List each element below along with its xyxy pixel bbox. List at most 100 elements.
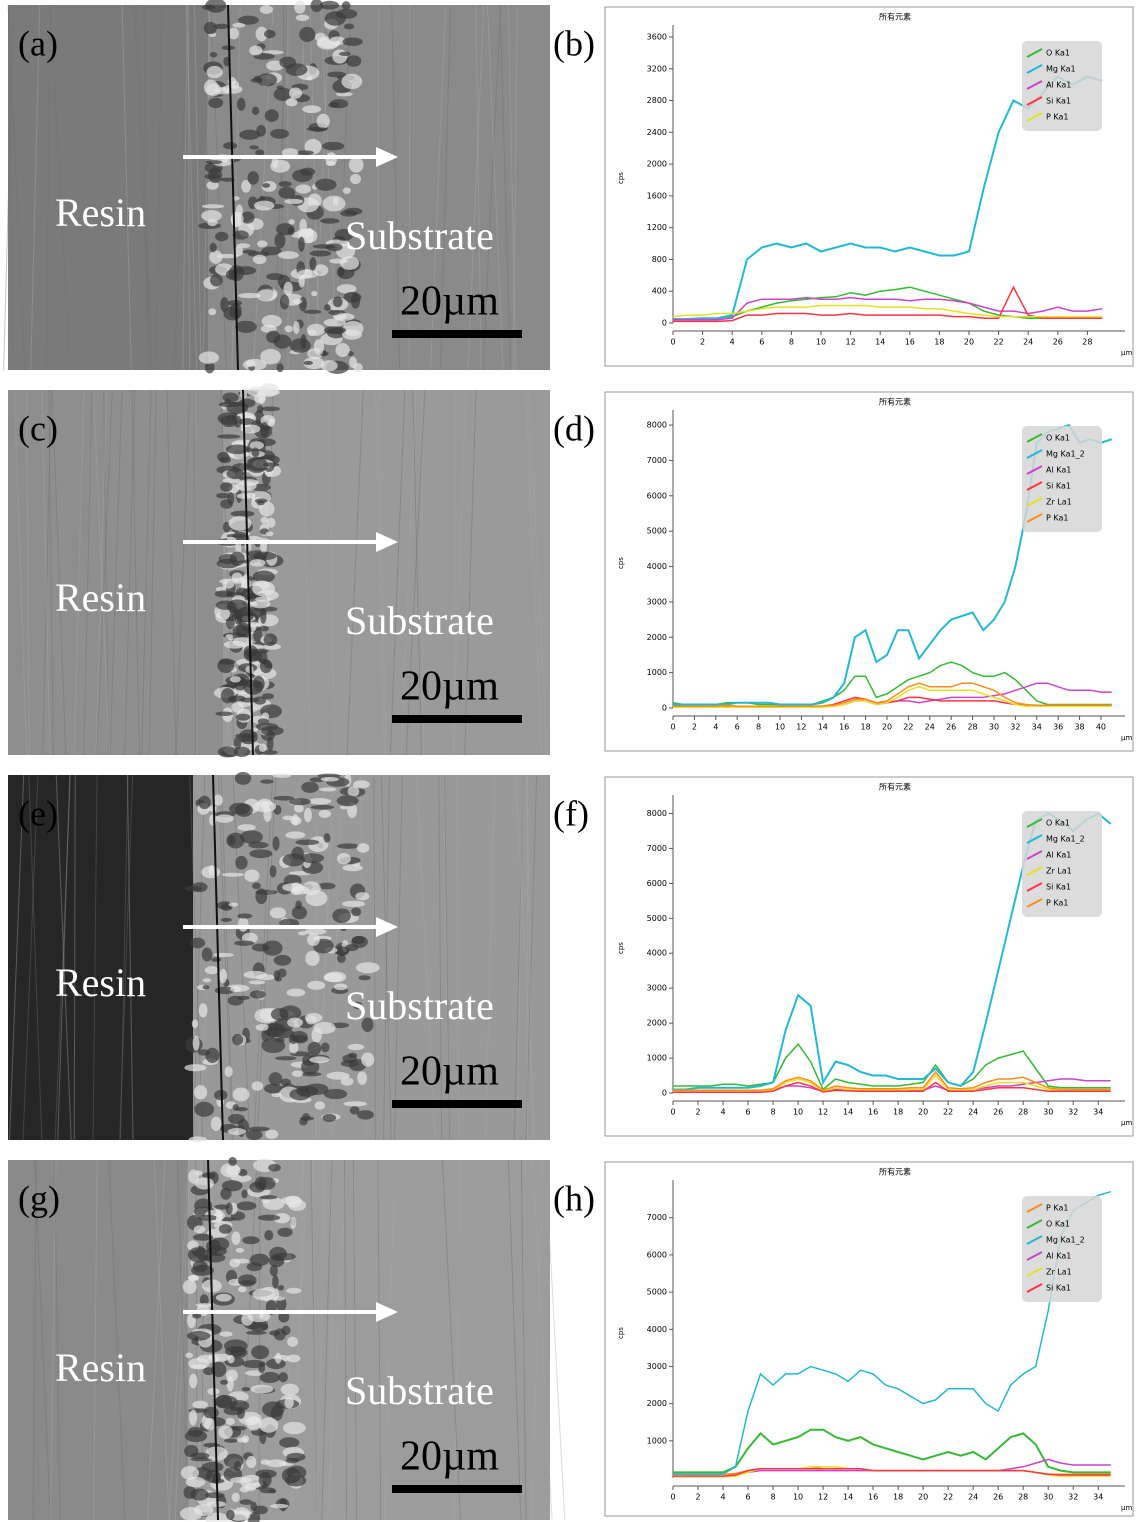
x-tick-label: 14	[843, 1493, 853, 1502]
interface-texture	[323, 833, 330, 843]
interface-texture	[269, 1331, 280, 1336]
interface-texture	[264, 633, 278, 646]
interface-texture	[311, 291, 317, 296]
interface-texture	[246, 1456, 256, 1468]
line-chart: (f)所有元素010002000300040005000600070008000…	[553, 777, 1133, 1136]
interface-texture	[355, 892, 369, 900]
interface-texture	[253, 801, 276, 812]
interface-texture	[292, 814, 299, 826]
y-tick-label: 3600	[647, 32, 667, 41]
interface-texture	[285, 831, 305, 838]
x-tick-label: 4	[730, 338, 735, 347]
resin-label: Resin	[55, 575, 146, 620]
interface-texture	[321, 360, 338, 371]
interface-texture	[268, 1023, 277, 1039]
x-tick-label: 0	[670, 1108, 675, 1117]
interface-texture	[220, 1380, 228, 1385]
x-tick-label: 30	[989, 723, 999, 732]
interface-texture	[218, 1425, 232, 1438]
interface-texture	[286, 98, 298, 106]
interface-texture	[266, 273, 284, 280]
x-tick-label: 12	[818, 1493, 828, 1502]
legend-label: P Ka1	[1046, 1204, 1068, 1213]
interface-texture	[202, 204, 225, 208]
interface-texture	[230, 1477, 252, 1483]
interface-texture	[209, 250, 222, 264]
x-axis-label: µm	[1121, 734, 1132, 742]
interface-texture	[236, 714, 251, 721]
interface-texture	[260, 608, 266, 624]
interface-texture	[304, 310, 322, 314]
interface-texture	[240, 1499, 253, 1505]
interface-texture	[332, 908, 351, 923]
interface-texture	[279, 57, 296, 69]
x-tick-label: 26	[946, 723, 956, 732]
interface-texture	[246, 360, 256, 367]
interface-texture	[349, 357, 357, 368]
interface-texture	[321, 777, 339, 782]
y-tick-label: 4000	[647, 949, 667, 958]
x-tick-label: 22	[943, 1108, 953, 1117]
interface-texture	[320, 1, 339, 10]
interface-texture	[239, 418, 255, 425]
interface-texture	[275, 1353, 281, 1364]
interface-texture	[324, 326, 346, 334]
interface-texture	[228, 696, 246, 702]
interface-texture	[337, 795, 359, 806]
x-tick-label: 20	[918, 1108, 928, 1117]
x-tick-label: 8	[771, 1108, 776, 1117]
interface-texture	[284, 282, 293, 296]
legend-label: O Ka1	[1046, 434, 1070, 443]
interface-texture	[285, 325, 293, 332]
interface-texture	[230, 986, 241, 992]
legend-label: O Ka1	[1046, 1220, 1070, 1229]
interface-texture	[192, 1401, 208, 1409]
interface-texture	[278, 1285, 284, 1291]
interface-texture	[191, 1452, 210, 1458]
legend-label: Mg Ka1_2	[1046, 1236, 1085, 1245]
interface-texture	[249, 1127, 270, 1132]
interface-texture	[320, 218, 340, 224]
interface-texture	[213, 953, 234, 957]
interface-texture	[203, 1407, 218, 1419]
interface-texture	[305, 928, 327, 934]
x-tick-label: 18	[893, 1493, 903, 1502]
x-tick-label: 6	[759, 338, 764, 347]
x-tick-label: 26	[993, 1493, 1003, 1502]
interface-texture	[252, 883, 261, 890]
interface-texture	[198, 796, 211, 809]
interface-texture	[357, 843, 370, 853]
y-tick-label: 2000	[647, 160, 667, 169]
legend-label: Zr La1	[1046, 498, 1072, 507]
interface-texture	[308, 798, 332, 804]
interface-texture	[238, 1274, 257, 1286]
x-tick-label: 38	[1074, 723, 1084, 732]
interface-texture	[326, 243, 343, 251]
interface-texture	[194, 1085, 207, 1099]
interface-texture	[250, 559, 266, 566]
interface-texture	[231, 511, 255, 517]
interface-texture	[255, 890, 277, 895]
legend-label: P Ka1	[1046, 113, 1068, 122]
interface-texture	[351, 293, 360, 309]
resin-label: Resin	[55, 190, 146, 235]
x-tick-label: 34	[1032, 723, 1042, 732]
interface-texture	[217, 434, 240, 438]
x-tick-label: 4	[720, 1493, 725, 1502]
interface-texture	[268, 1164, 281, 1171]
interface-texture	[235, 804, 253, 817]
interface-texture	[201, 866, 220, 878]
line-chart: (h)所有元素100020003000400050006000700002468…	[553, 1162, 1133, 1516]
interface-texture	[361, 1053, 374, 1067]
interface-texture	[299, 219, 306, 234]
interface-texture	[272, 1275, 279, 1289]
interface-texture	[183, 1279, 197, 1293]
interface-texture	[227, 492, 234, 505]
x-tick-label: 10	[793, 1108, 803, 1117]
legend-label: Zr La1	[1046, 1268, 1072, 1277]
interface-texture	[232, 1493, 240, 1502]
y-tick-label: 0	[662, 319, 667, 328]
x-tick-label: 10	[775, 723, 785, 732]
interface-texture	[259, 394, 266, 404]
y-tick-label: 6000	[647, 1250, 667, 1259]
